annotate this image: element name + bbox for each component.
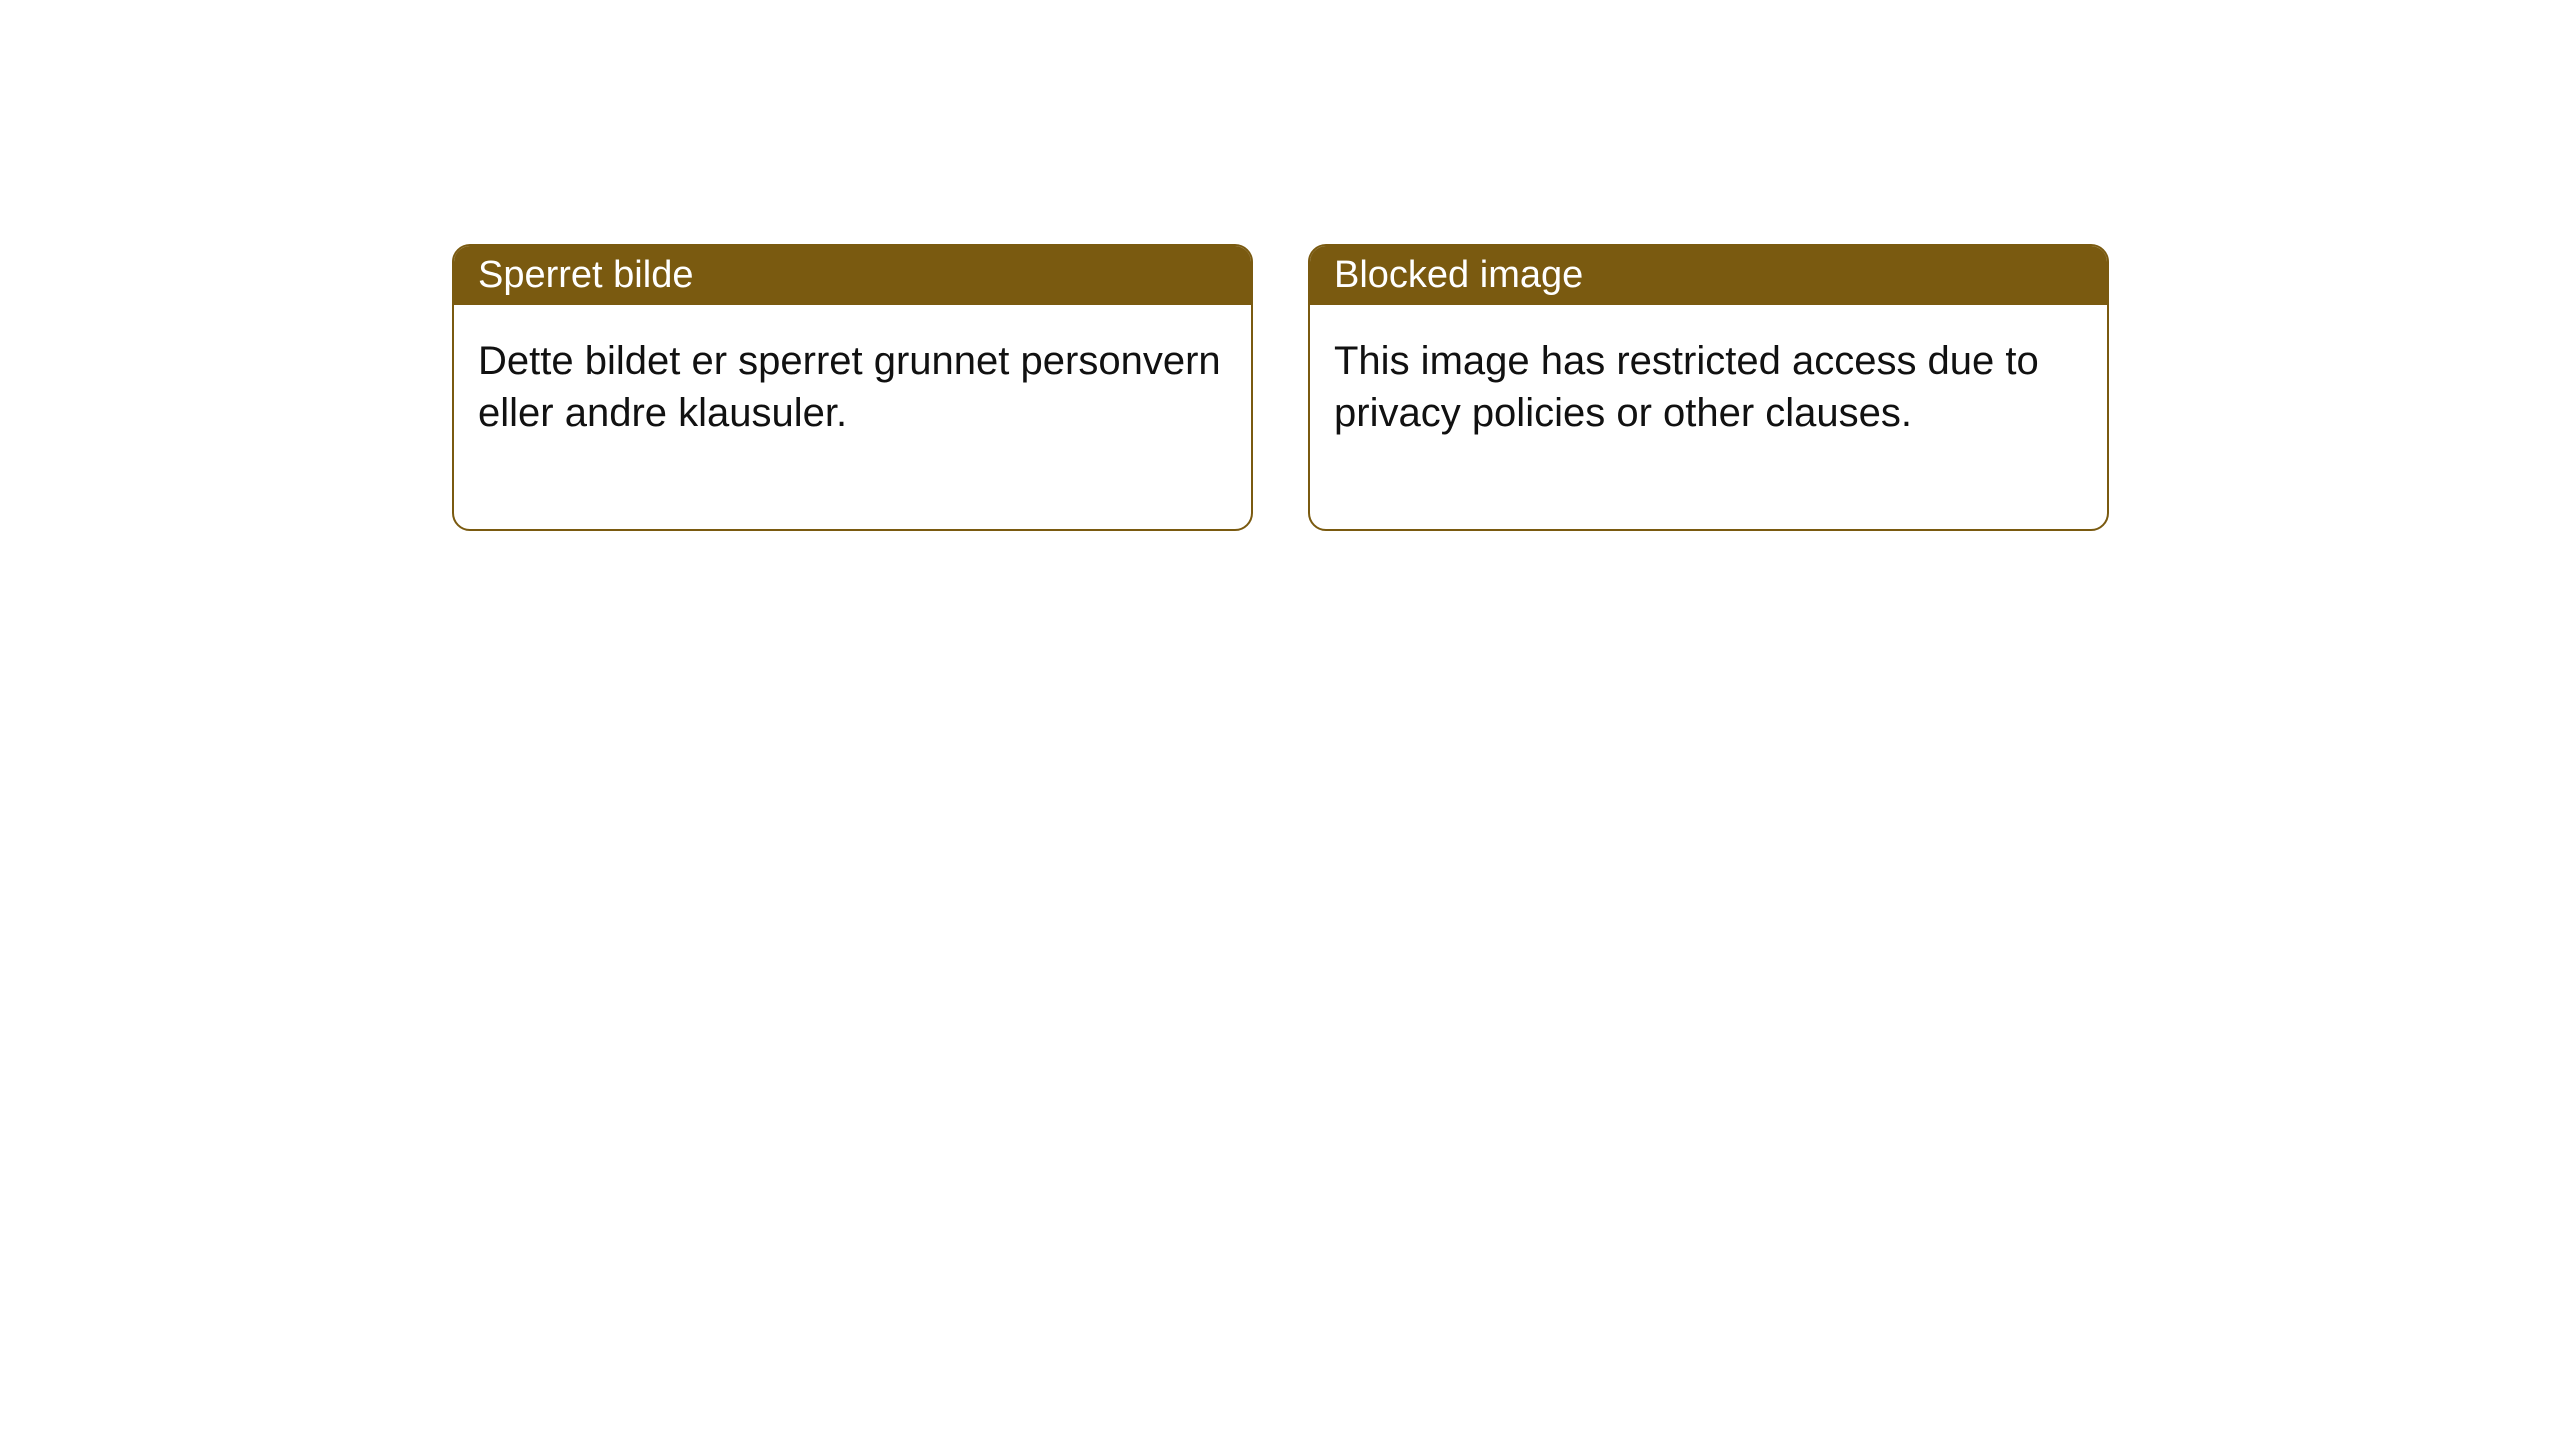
card-header: Blocked image — [1310, 246, 2107, 305]
cards-container: Sperret bilde Dette bildet er sperret gr… — [452, 244, 2109, 531]
card-body-text: Dette bildet er sperret grunnet personve… — [478, 339, 1221, 435]
card-title: Sperret bilde — [478, 254, 693, 296]
card-body: Dette bildet er sperret grunnet personve… — [454, 305, 1251, 529]
notice-card-norwegian: Sperret bilde Dette bildet er sperret gr… — [452, 244, 1253, 531]
card-body-text: This image has restricted access due to … — [1334, 339, 2039, 435]
notice-card-english: Blocked image This image has restricted … — [1308, 244, 2109, 531]
card-body: This image has restricted access due to … — [1310, 305, 2107, 529]
card-header: Sperret bilde — [454, 246, 1251, 305]
card-title: Blocked image — [1334, 254, 1583, 296]
